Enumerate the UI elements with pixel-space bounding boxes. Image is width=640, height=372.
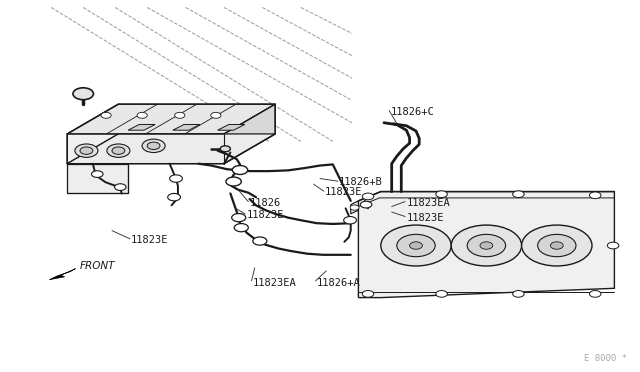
Polygon shape (67, 134, 275, 164)
Circle shape (142, 139, 165, 153)
Polygon shape (351, 201, 358, 214)
Circle shape (467, 234, 506, 257)
Circle shape (168, 193, 180, 201)
Circle shape (75, 144, 98, 157)
Circle shape (362, 193, 374, 200)
Polygon shape (67, 104, 118, 164)
Text: E 8000 *: E 8000 * (584, 354, 627, 363)
Circle shape (232, 166, 248, 174)
Circle shape (234, 224, 248, 232)
Polygon shape (67, 104, 275, 134)
Circle shape (115, 184, 126, 190)
Circle shape (607, 242, 619, 249)
Circle shape (362, 291, 374, 297)
Circle shape (436, 191, 447, 198)
Circle shape (589, 192, 601, 199)
Circle shape (112, 147, 125, 154)
Polygon shape (218, 125, 245, 130)
Circle shape (436, 291, 447, 297)
Circle shape (101, 112, 111, 118)
Circle shape (513, 291, 524, 297)
Circle shape (232, 214, 246, 222)
Circle shape (175, 112, 185, 118)
Circle shape (538, 234, 576, 257)
Circle shape (137, 112, 147, 118)
Text: 11826+C: 11826+C (390, 107, 434, 116)
Circle shape (360, 201, 372, 208)
Text: 11823EA: 11823EA (253, 278, 296, 288)
Text: 11826+A: 11826+A (317, 278, 360, 288)
Text: 11826+B: 11826+B (339, 177, 383, 187)
Circle shape (397, 234, 435, 257)
Text: 11823E: 11823E (246, 210, 284, 220)
Polygon shape (224, 104, 275, 164)
Text: 11823E: 11823E (325, 187, 363, 197)
Circle shape (147, 142, 160, 150)
Circle shape (451, 225, 522, 266)
Text: FRONT: FRONT (80, 261, 115, 271)
Circle shape (589, 291, 601, 297)
Circle shape (220, 146, 230, 152)
Circle shape (350, 205, 359, 210)
Circle shape (73, 88, 93, 100)
Circle shape (513, 191, 524, 198)
Text: 11823E: 11823E (406, 213, 444, 222)
Circle shape (550, 242, 563, 249)
Text: 11823E: 11823E (131, 235, 169, 245)
Text: 11826: 11826 (250, 198, 281, 208)
Circle shape (80, 147, 93, 154)
Polygon shape (128, 125, 155, 130)
Circle shape (107, 144, 130, 157)
Polygon shape (173, 125, 200, 130)
Circle shape (522, 225, 592, 266)
Text: 11823EA: 11823EA (406, 198, 450, 208)
Polygon shape (49, 269, 76, 280)
Circle shape (211, 112, 221, 118)
Circle shape (480, 242, 493, 249)
Circle shape (170, 175, 182, 182)
Polygon shape (358, 192, 614, 298)
Circle shape (253, 237, 267, 245)
Circle shape (410, 242, 422, 249)
Circle shape (226, 177, 241, 186)
Polygon shape (67, 164, 128, 193)
Circle shape (381, 225, 451, 266)
Circle shape (92, 171, 103, 177)
Circle shape (344, 217, 356, 224)
